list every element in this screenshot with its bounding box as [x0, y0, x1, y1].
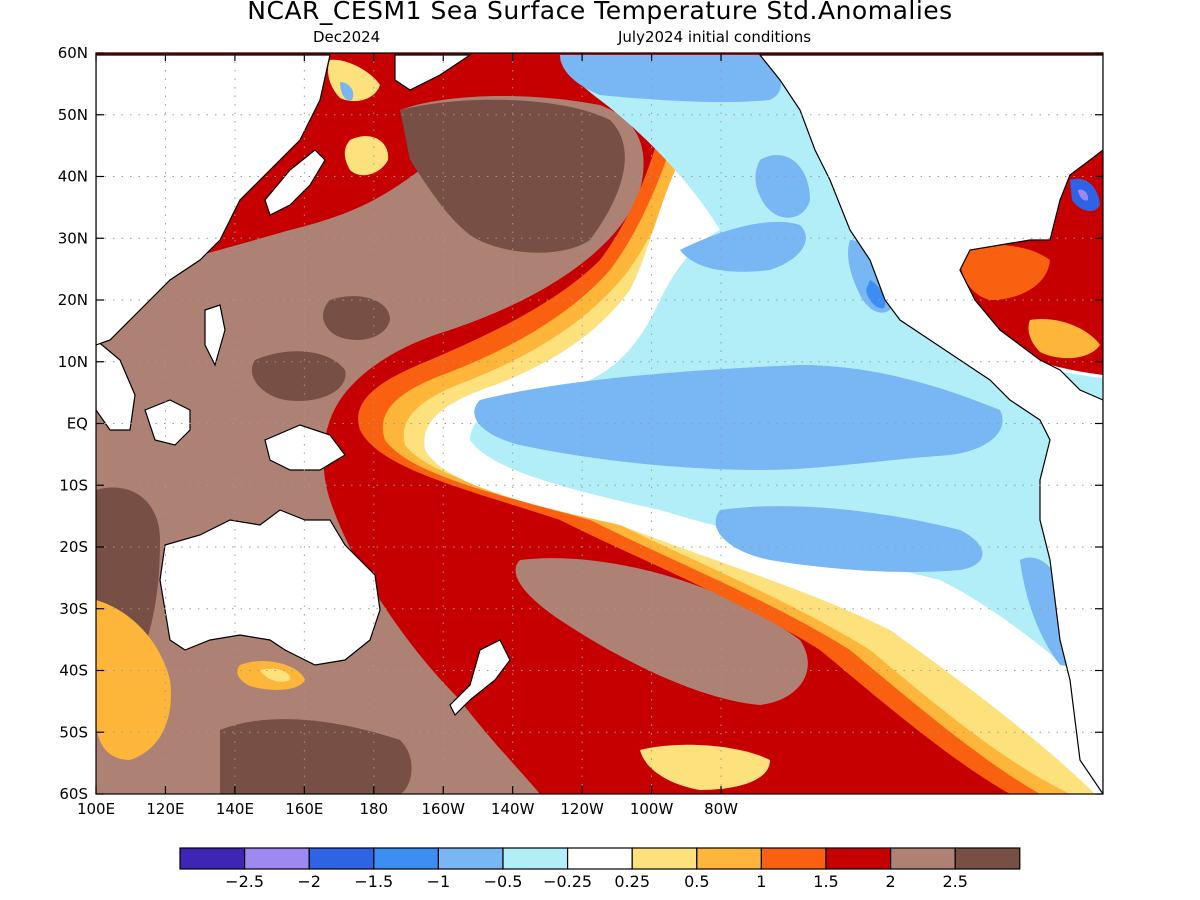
- lon-label: 80W: [704, 800, 738, 818]
- anomaly-southeast-cold: [715, 506, 983, 572]
- anomaly-north-pacific-core: [400, 99, 625, 253]
- anomaly-gulf-of-mexico-warm: [959, 244, 1050, 300]
- anomaly-gulf-stream-very-cold: [1078, 189, 1089, 201]
- anomaly-southern-ocean-warm: [640, 744, 770, 790]
- colorbar-swatch: [502, 847, 569, 870]
- anomaly-gulf-of-alaska-cold: [560, 55, 781, 103]
- lat-label: 50S: [59, 723, 88, 741]
- colorbar-label: 0.25: [614, 872, 650, 891]
- colorbar-label: 0.5: [684, 872, 709, 891]
- colorbar-label: −2.5: [225, 872, 264, 891]
- colorbar-label: 2: [886, 872, 896, 891]
- colorbar-swatch: [954, 847, 1021, 870]
- lat-label: EQ: [67, 415, 88, 433]
- lon-label: 120W: [560, 800, 604, 818]
- kamchatka: [394, 54, 472, 91]
- anomaly-kuroshio-warm: [344, 136, 389, 176]
- lat-label: 20N: [58, 291, 88, 309]
- lon-label: 180: [359, 800, 388, 818]
- colorbar-label: −0.25: [543, 872, 592, 891]
- lat-label: 30N: [58, 229, 88, 247]
- lat-label: 30S: [59, 600, 88, 618]
- lon-label: 160E: [285, 800, 323, 818]
- anomaly-south-australia: [220, 719, 412, 794]
- lon-label: 140E: [216, 800, 254, 818]
- colorbar-swatch: [566, 847, 633, 870]
- lat-label: 20S: [59, 538, 88, 556]
- lat-label: 40N: [58, 168, 88, 186]
- colorbar-label: −1: [427, 872, 451, 891]
- new-guinea: [264, 424, 346, 471]
- lon-label: 120E: [146, 800, 184, 818]
- latitude-axis: 60N 50N 40N 30N 20N 10N EQ 10S 20S 30S 40S 50S 60S: [58, 44, 1103, 803]
- colorbar-swatch: [696, 847, 762, 870]
- anomaly-ne-subtropics-cold: [680, 221, 806, 272]
- japan: [264, 149, 326, 216]
- asia-mainland: [96, 54, 331, 346]
- anomaly-philippine-sea: [251, 351, 346, 401]
- colorbar-label: −2: [297, 872, 321, 891]
- land-masses: [96, 54, 1103, 794]
- australia: [159, 509, 381, 666]
- colorbar-swatch: [760, 847, 827, 870]
- colorbar-swatch: [244, 847, 310, 870]
- colorbar-swatch: [825, 847, 892, 870]
- philippines: [204, 304, 226, 367]
- initial-conditions: July2024 initial conditions: [618, 28, 812, 46]
- anomaly-okhotsk-warm: [328, 59, 380, 102]
- anomaly-cold-tongue: [474, 365, 1003, 470]
- anomaly-indian-southwest-warm: [96, 600, 171, 760]
- new-zealand: [449, 639, 511, 717]
- lon-label: 100E: [77, 800, 115, 818]
- colorbar-label: 1: [756, 872, 766, 891]
- anomaly-subtropics-nw: [323, 296, 390, 340]
- lon-label: 100W: [630, 800, 674, 818]
- chart-title: NCAR_CESM1 Sea Surface Temperature Std.A…: [247, 0, 953, 25]
- colorbar-label: 1.5: [813, 872, 838, 891]
- longitude-axis: 100E 120E 140E 160E 180 160W 140W 120W 100W 80W: [77, 53, 738, 818]
- anomaly-ne-pacific-cold: [755, 154, 810, 218]
- colorbar-swatch: [889, 847, 956, 870]
- lat-label: 60S: [59, 785, 88, 803]
- lon-label: 160W: [422, 800, 466, 818]
- anomaly-baja-strong-cold: [866, 280, 886, 309]
- anomaly-okhotsk-cold-spot: [340, 82, 354, 101]
- lat-label: 50N: [58, 106, 88, 124]
- americas: [758, 54, 1103, 794]
- color-legend: −2.5 −2 −1.5 −1 −0.5 −0.25 0.25 0.5 1 1.5 2 2.5: [179, 847, 1021, 891]
- colorbar-label: 2.5: [942, 872, 967, 891]
- colorbar-label: −1.5: [354, 872, 393, 891]
- lat-label: 10S: [59, 476, 88, 494]
- forecast-month: Dec2024: [313, 28, 381, 46]
- colorbar-swatch: [631, 847, 698, 870]
- lon-label: 140W: [491, 800, 535, 818]
- sumatra: [96, 339, 136, 431]
- colorbar-label: −0.5: [484, 872, 523, 891]
- anomaly-field: [96, 53, 1103, 794]
- borneo: [144, 399, 191, 446]
- anomaly-south-pacific-tan: [515, 558, 808, 705]
- colorbar-swatch: [373, 847, 439, 870]
- colorbar-swatch: [308, 847, 375, 870]
- lat-label: 40S: [59, 662, 88, 680]
- colorbar-swatch: [179, 847, 246, 870]
- colorbar-swatch: [437, 847, 504, 870]
- lat-label: 60N: [58, 44, 88, 62]
- anomaly-south-indian-hot: [260, 668, 291, 682]
- anomaly-caribbean-warm: [1028, 319, 1100, 359]
- lat-label: 10N: [58, 353, 88, 371]
